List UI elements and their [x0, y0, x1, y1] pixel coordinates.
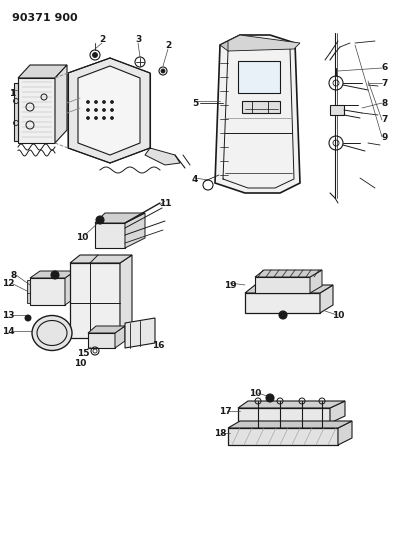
Polygon shape	[18, 65, 67, 78]
Polygon shape	[95, 213, 145, 223]
Polygon shape	[88, 326, 125, 333]
Circle shape	[102, 117, 106, 119]
Polygon shape	[228, 428, 338, 445]
Circle shape	[266, 394, 274, 402]
Polygon shape	[115, 326, 125, 348]
Text: 19: 19	[224, 280, 236, 289]
Text: 90371 900: 90371 900	[12, 13, 78, 23]
Circle shape	[93, 52, 98, 58]
Text: 6: 6	[382, 63, 388, 72]
Polygon shape	[70, 263, 120, 338]
Text: 1: 1	[9, 88, 15, 98]
Polygon shape	[228, 35, 300, 51]
Polygon shape	[125, 318, 155, 348]
Polygon shape	[14, 83, 18, 141]
Polygon shape	[30, 271, 75, 278]
Text: 13: 13	[2, 311, 14, 319]
Circle shape	[110, 117, 114, 119]
Circle shape	[110, 109, 114, 111]
Polygon shape	[215, 35, 300, 193]
Circle shape	[87, 101, 89, 103]
Polygon shape	[78, 66, 140, 155]
Polygon shape	[245, 285, 333, 293]
Polygon shape	[330, 401, 345, 423]
Text: 8: 8	[11, 271, 17, 279]
Text: 2: 2	[99, 35, 105, 44]
Text: 12: 12	[2, 279, 14, 287]
Polygon shape	[338, 421, 352, 445]
Circle shape	[25, 315, 31, 321]
Text: 10: 10	[74, 359, 86, 367]
Polygon shape	[65, 271, 75, 305]
Circle shape	[94, 109, 98, 111]
Circle shape	[87, 117, 89, 119]
Text: 15: 15	[77, 349, 89, 358]
Polygon shape	[68, 58, 150, 163]
Circle shape	[110, 101, 114, 103]
Text: 4: 4	[192, 175, 198, 184]
Circle shape	[87, 109, 89, 111]
Polygon shape	[255, 277, 310, 293]
Circle shape	[51, 271, 59, 279]
Text: 8: 8	[382, 99, 388, 108]
Polygon shape	[145, 148, 180, 165]
Text: 10: 10	[332, 311, 344, 319]
Polygon shape	[125, 213, 145, 248]
Polygon shape	[88, 333, 115, 348]
Circle shape	[102, 101, 106, 103]
Text: 2: 2	[165, 41, 171, 50]
Circle shape	[161, 69, 165, 73]
Text: 5: 5	[192, 99, 198, 108]
Polygon shape	[220, 35, 248, 51]
Text: 18: 18	[214, 429, 226, 438]
Circle shape	[94, 101, 98, 103]
Polygon shape	[228, 421, 352, 428]
Polygon shape	[120, 255, 132, 338]
Polygon shape	[30, 278, 65, 305]
Circle shape	[94, 117, 98, 119]
Circle shape	[102, 109, 106, 111]
Polygon shape	[55, 65, 67, 143]
Polygon shape	[255, 270, 322, 277]
Polygon shape	[95, 223, 125, 248]
Polygon shape	[310, 270, 322, 293]
Text: 16: 16	[152, 341, 164, 350]
Circle shape	[96, 216, 104, 224]
Polygon shape	[70, 255, 132, 263]
Ellipse shape	[32, 316, 72, 351]
Polygon shape	[245, 293, 320, 313]
Polygon shape	[238, 401, 345, 408]
Text: 3: 3	[135, 35, 141, 44]
Polygon shape	[18, 78, 55, 143]
Text: 11: 11	[159, 198, 171, 207]
Text: 14: 14	[2, 327, 14, 335]
Polygon shape	[238, 408, 330, 423]
Text: 10: 10	[249, 389, 261, 398]
Circle shape	[279, 311, 287, 319]
Polygon shape	[242, 101, 280, 113]
Text: 7: 7	[382, 116, 388, 125]
Polygon shape	[238, 61, 280, 93]
Text: 10: 10	[76, 232, 88, 241]
Text: 9: 9	[382, 133, 388, 141]
Polygon shape	[27, 280, 30, 303]
Polygon shape	[330, 105, 344, 115]
Text: 7: 7	[382, 78, 388, 87]
Polygon shape	[320, 285, 333, 313]
Text: 17: 17	[219, 407, 231, 416]
